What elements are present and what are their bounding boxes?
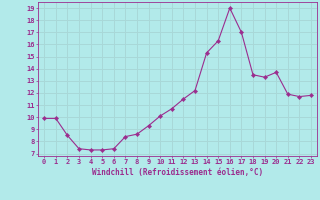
X-axis label: Windchill (Refroidissement éolien,°C): Windchill (Refroidissement éolien,°C) (92, 168, 263, 177)
